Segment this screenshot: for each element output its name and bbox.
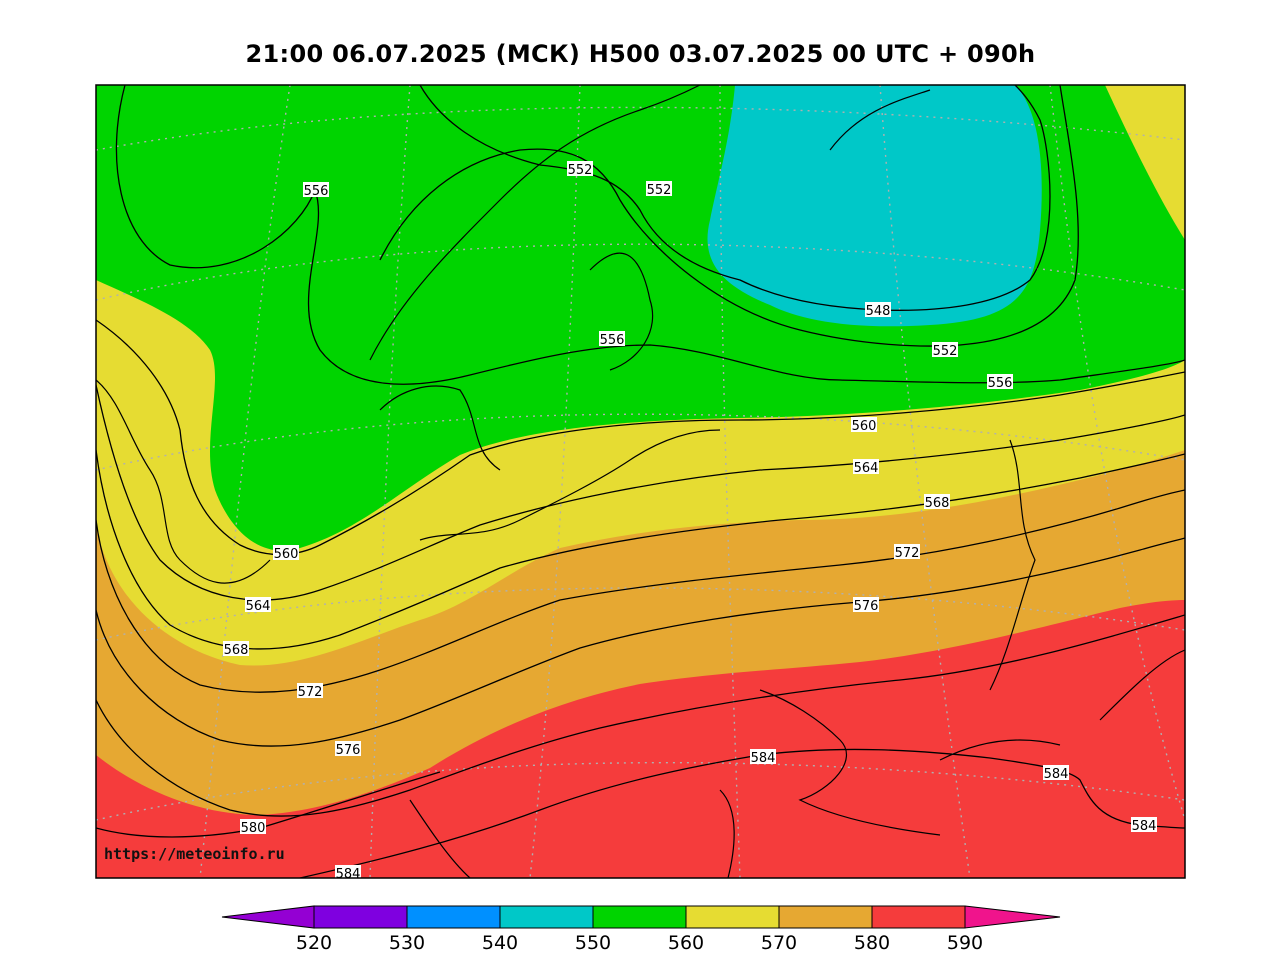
- band-540-550: [707, 85, 1042, 327]
- svg-text:560: 560: [274, 547, 299, 562]
- svg-text:556: 556: [988, 376, 1013, 391]
- contour-label: 560: [851, 417, 877, 434]
- band-560-570-ne: [1105, 85, 1185, 240]
- svg-text:572: 572: [895, 546, 920, 561]
- colorbar-segment: [592, 905, 687, 929]
- contour-label: 568: [924, 494, 950, 511]
- svg-text:568: 568: [925, 496, 950, 511]
- svg-text:584: 584: [1132, 819, 1157, 834]
- svg-text:584: 584: [1044, 767, 1069, 782]
- contour-label: 564: [853, 459, 879, 476]
- isohypses: [96, 85, 1185, 878]
- svg-text:584: 584: [336, 867, 361, 882]
- contour-label: 552: [646, 181, 672, 198]
- colorbar-tick-label: 580: [854, 932, 890, 954]
- contour-label: 568: [223, 641, 249, 658]
- contour-label: 584: [1131, 817, 1157, 834]
- contour-label: 548: [865, 302, 891, 319]
- svg-text:580: 580: [241, 821, 266, 836]
- graticule: [96, 85, 1185, 878]
- contour-label: 556: [599, 331, 625, 348]
- contour-label: 584: [750, 749, 776, 766]
- colorbar-segment: [406, 905, 501, 929]
- colorbar-segment: [871, 905, 966, 929]
- svg-text:552: 552: [568, 163, 593, 178]
- svg-text:556: 556: [304, 184, 329, 199]
- colorbar-over-arrow: [964, 905, 1061, 929]
- colorbar-tick-label: 520: [296, 932, 332, 954]
- svg-text:552: 552: [647, 183, 672, 198]
- contour-label: 552: [932, 342, 958, 359]
- contour-label: 580: [240, 819, 266, 836]
- colorbar-tick-label: 550: [575, 932, 611, 954]
- svg-text:564: 564: [246, 599, 271, 614]
- svg-text:568: 568: [224, 643, 249, 658]
- contour-label: 572: [297, 683, 323, 700]
- svg-text:560: 560: [852, 419, 877, 434]
- colorbar-under-arrow: [221, 905, 315, 929]
- colorbar-tick-label: 560: [668, 932, 704, 954]
- map-title: 21:00 06.07.2025 (МСК) H500 03.07.2025 0…: [245, 40, 1036, 68]
- contour-label: 584: [335, 865, 361, 882]
- contour-labels: 552 552 556 556 548 552 556 560: [223, 161, 1157, 882]
- contour-label: 560: [273, 545, 299, 562]
- colorbar-tick-label: 540: [482, 932, 518, 954]
- band-580-590: [96, 600, 1185, 878]
- contour-label: 584: [1043, 765, 1069, 782]
- colorbar-segment: [499, 905, 594, 929]
- svg-text:552: 552: [933, 344, 958, 359]
- colorbar-segment: [778, 905, 873, 929]
- svg-text:584: 584: [751, 751, 776, 766]
- contour-label: 556: [987, 374, 1013, 391]
- watermark-url: https://meteoinfo.ru: [104, 845, 285, 863]
- colorbar-tick-label: 570: [761, 932, 797, 954]
- colorbar-segment: [685, 905, 780, 929]
- svg-text:576: 576: [854, 599, 879, 614]
- map-frame: [95, 84, 1186, 879]
- contour-label: 556: [303, 182, 329, 199]
- svg-text:556: 556: [600, 333, 625, 348]
- svg-text:572: 572: [298, 685, 323, 700]
- svg-text:564: 564: [854, 461, 879, 476]
- colorbar-tick-label: 530: [389, 932, 425, 954]
- colorbar-tick-label: 590: [947, 932, 983, 954]
- contour-label: 576: [853, 597, 879, 614]
- contour-label: 572: [894, 544, 920, 561]
- svg-text:548: 548: [866, 304, 891, 319]
- contour-label: 576: [335, 741, 361, 758]
- colorbar-segment: [313, 905, 408, 929]
- contour-label: 564: [245, 597, 271, 614]
- contour-label: 552: [567, 161, 593, 178]
- svg-text:576: 576: [336, 743, 361, 758]
